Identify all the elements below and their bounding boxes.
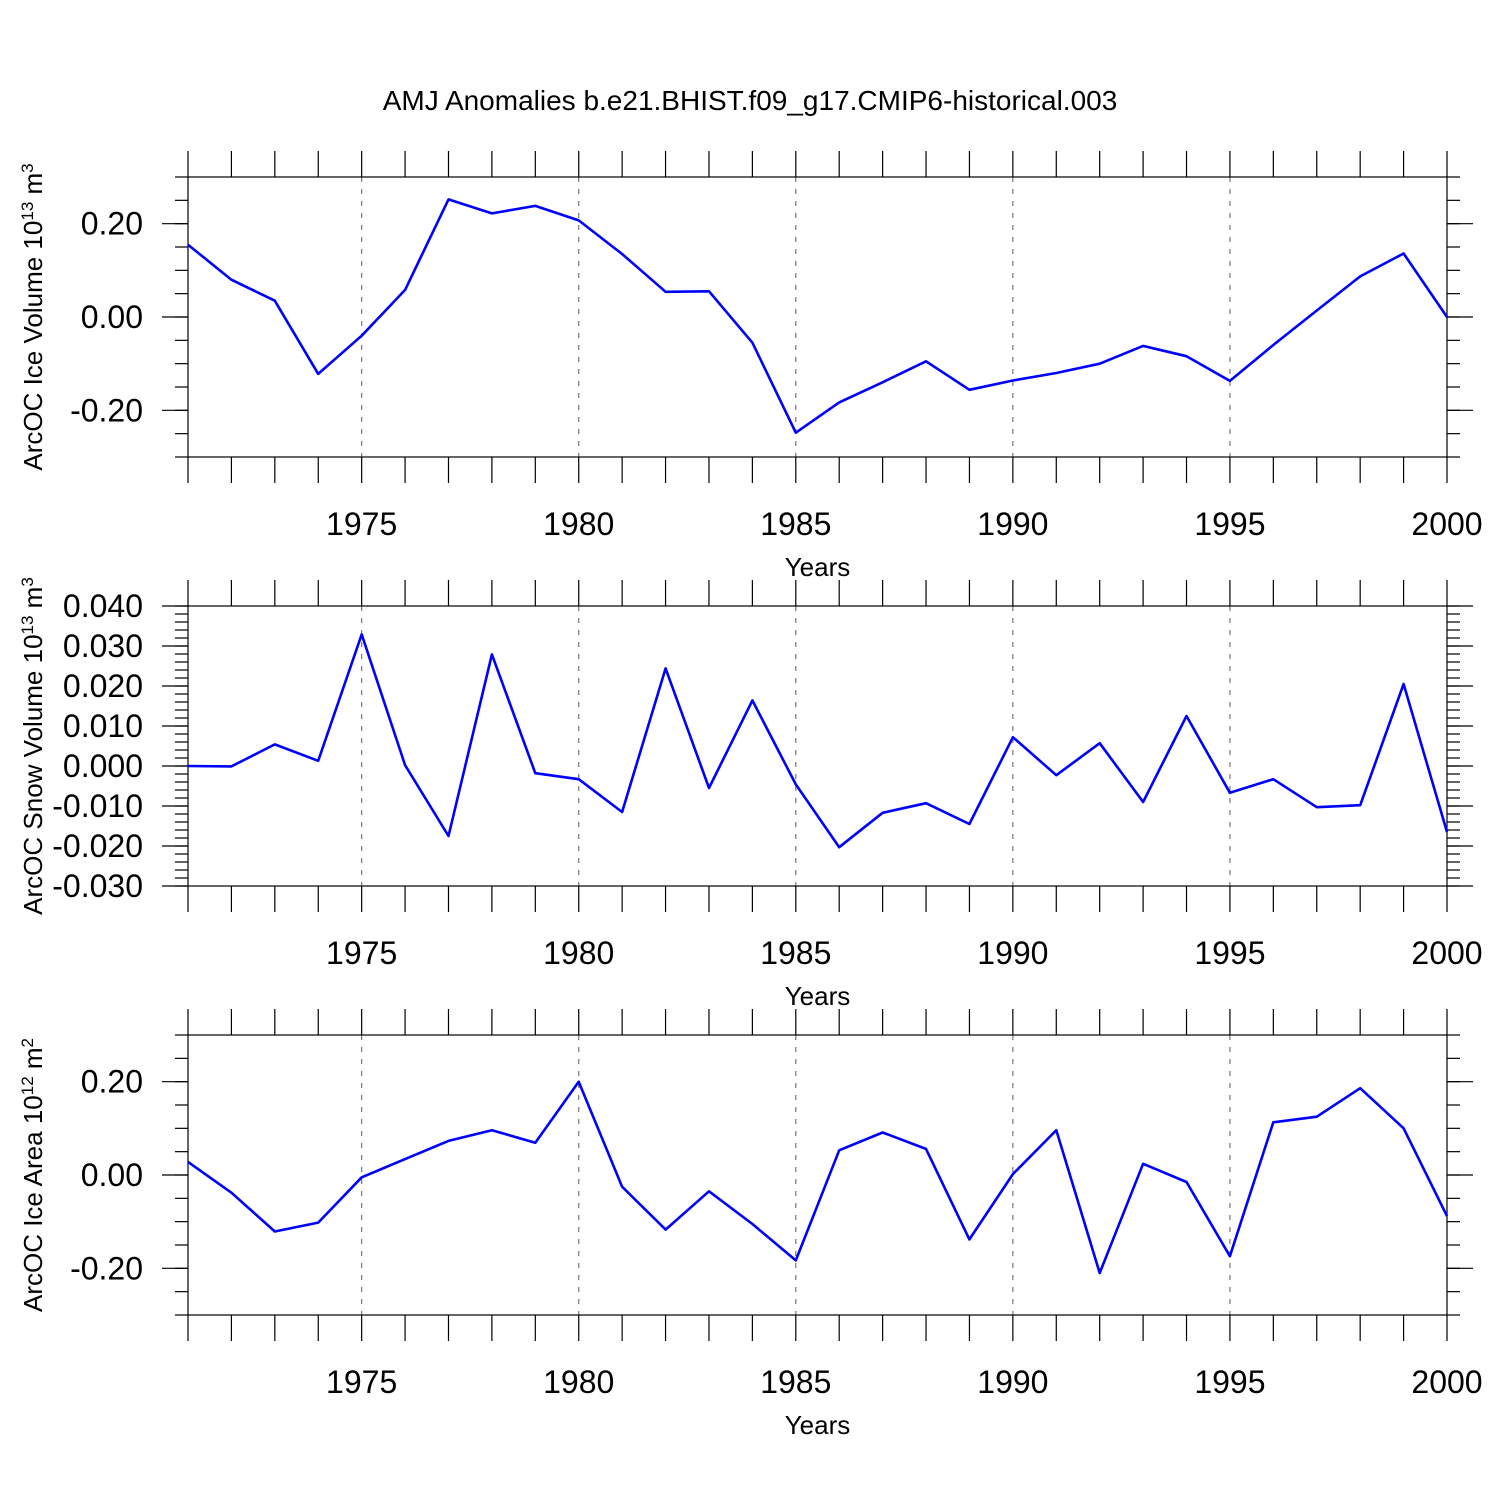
y-tick-label: -0.20 [70, 392, 143, 428]
x-axis-label: Years [785, 981, 851, 1011]
plot-frame [187, 605, 1448, 887]
x-tick-label: 1995 [1194, 506, 1265, 542]
panel-1: -0.20 0.00 0.20 1975 1980 1985 1990 1995 2000 Yea… [18, 151, 1483, 582]
x-tick-label: 2000 [1411, 506, 1482, 542]
x-axis-label: Years [785, 552, 851, 582]
plot-frame [187, 176, 1448, 458]
panels: -0.20 0.00 0.20 1975 1980 1985 1990 1995 2000 Yea… [18, 151, 1483, 1440]
plot-frame [187, 1034, 1448, 1316]
data-line [187, 198, 1449, 435]
x-tick-label: 1980 [543, 935, 614, 971]
y-tick-label: 0.030 [63, 628, 143, 664]
y-axis-label: ArcOC Ice Area 1012 m2 [18, 1038, 49, 1312]
y-tick-label: 0.000 [63, 748, 143, 784]
x-tick-label: 1995 [1194, 1364, 1265, 1400]
data-line [187, 633, 1449, 849]
x-tick-label: 1975 [326, 1364, 397, 1400]
y-tick-label: 0.00 [81, 299, 143, 335]
y-tick-label: -0.010 [52, 788, 143, 824]
y-tick-label: 0.010 [63, 708, 143, 744]
x-tick-label: 2000 [1411, 1364, 1482, 1400]
x-tick-label: 1975 [326, 935, 397, 971]
x-tick-label: 1980 [543, 506, 614, 542]
x-tick-label: 1990 [977, 935, 1048, 971]
x-tick-label: 1990 [977, 1364, 1048, 1400]
x-tick-label: 2000 [1411, 935, 1482, 971]
y-tick-label: 0.040 [63, 588, 143, 624]
panel-2: -0.030 -0.020 -0.010 0.000 0.010 0.020 0.030 0.… [18, 577, 1483, 1011]
x-tick-label: 1985 [760, 935, 831, 971]
x-axis-label: Years [785, 1410, 851, 1440]
x-tick-label: 1975 [326, 506, 397, 542]
y-tick-label: 0.20 [81, 206, 143, 242]
x-tick-label: 1985 [760, 506, 831, 542]
x-tick-label: 1990 [977, 506, 1048, 542]
chart-title: AMJ Anomalies b.e21.BHIST.f09_g17.CMIP6-… [383, 85, 1118, 116]
y-axis-label: ArcOC Ice Volume 1013 m3 [18, 163, 49, 470]
y-tick-label: 0.020 [63, 668, 143, 704]
x-tick-label: 1985 [760, 1364, 831, 1400]
y-tick-label: 0.20 [81, 1064, 143, 1100]
data-line [187, 1080, 1449, 1275]
y-axis-label: ArcOC Snow Volume 1013 m3 [18, 577, 49, 915]
y-tick-label: 0.00 [81, 1157, 143, 1193]
x-tick-label: 1980 [543, 1364, 614, 1400]
x-tick-label: 1995 [1194, 935, 1265, 971]
y-tick-label: -0.020 [52, 828, 143, 864]
panel-3: -0.20 0.00 0.20 1975 1980 1985 1990 1995 2000 Yea… [18, 1009, 1483, 1440]
y-tick-label: -0.20 [70, 1250, 143, 1286]
y-tick-label: -0.030 [52, 868, 143, 904]
